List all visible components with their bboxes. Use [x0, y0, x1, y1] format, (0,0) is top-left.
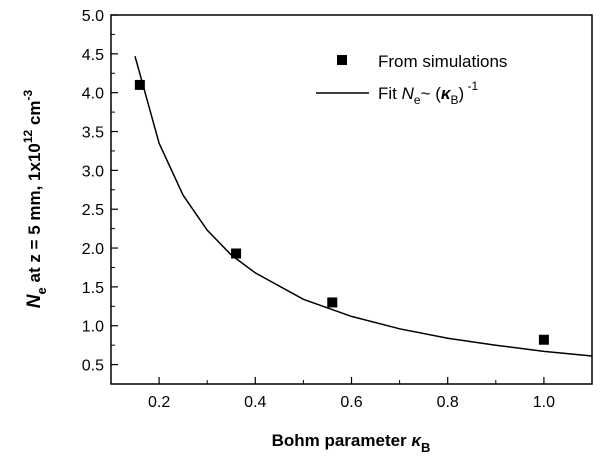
- y-tick-label: 1.0: [82, 319, 104, 336]
- x-tick-label: 0.8: [437, 394, 459, 411]
- x-tick-label: 0.6: [340, 394, 362, 411]
- y-tick-label: 0.5: [82, 358, 104, 375]
- ticks: 0.2 0.4 0.6 0.8 1.0 0.5 1.0 1.5 2.0 2.5 3.0 3.5 4.0 4…: [82, 8, 555, 411]
- y-tick-label: 3.5: [82, 125, 104, 142]
- x-tick-label: 1.0: [533, 394, 555, 411]
- legend: From simulations Fit Ne~ (κB) -1: [316, 52, 507, 107]
- x-axis-label: Bohm parameter κB: [272, 431, 431, 455]
- data-point: [538, 334, 549, 345]
- y-tick-label: 1.5: [82, 280, 104, 297]
- data-point: [231, 248, 242, 259]
- legend-label-fit: Fit Ne~ (κB) -1: [378, 79, 479, 107]
- legend-marker-simulations: [337, 55, 347, 65]
- y-tick-label: 4.5: [82, 47, 104, 64]
- legend-label-simulations: From simulations: [378, 52, 507, 71]
- x-tick-label: 0.2: [148, 394, 170, 411]
- data-point: [134, 79, 145, 90]
- y-tick-label: 5.0: [82, 8, 104, 25]
- y-tick-label: 4.0: [82, 86, 104, 103]
- y-tick-label: 2.5: [82, 202, 104, 219]
- fit-line: [134, 55, 593, 357]
- plot-frame: [110, 14, 593, 385]
- x-tick-label: 0.4: [244, 394, 266, 411]
- marks: [134, 55, 593, 357]
- y-tick-label: 2.0: [82, 241, 104, 258]
- data-point: [327, 297, 338, 308]
- y-tick-label: 3.0: [82, 163, 104, 180]
- y-axis-label: Ne at z = 5 mm, 1x1012 cm-3: [21, 89, 49, 308]
